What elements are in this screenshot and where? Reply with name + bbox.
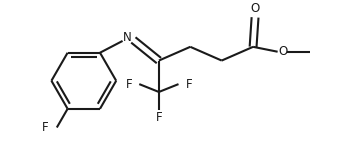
- Text: F: F: [156, 111, 162, 124]
- Text: N: N: [123, 31, 132, 45]
- Text: F: F: [126, 78, 132, 91]
- Text: O: O: [278, 45, 287, 58]
- Text: O: O: [251, 2, 260, 15]
- Text: F: F: [185, 78, 192, 91]
- Text: F: F: [42, 121, 49, 134]
